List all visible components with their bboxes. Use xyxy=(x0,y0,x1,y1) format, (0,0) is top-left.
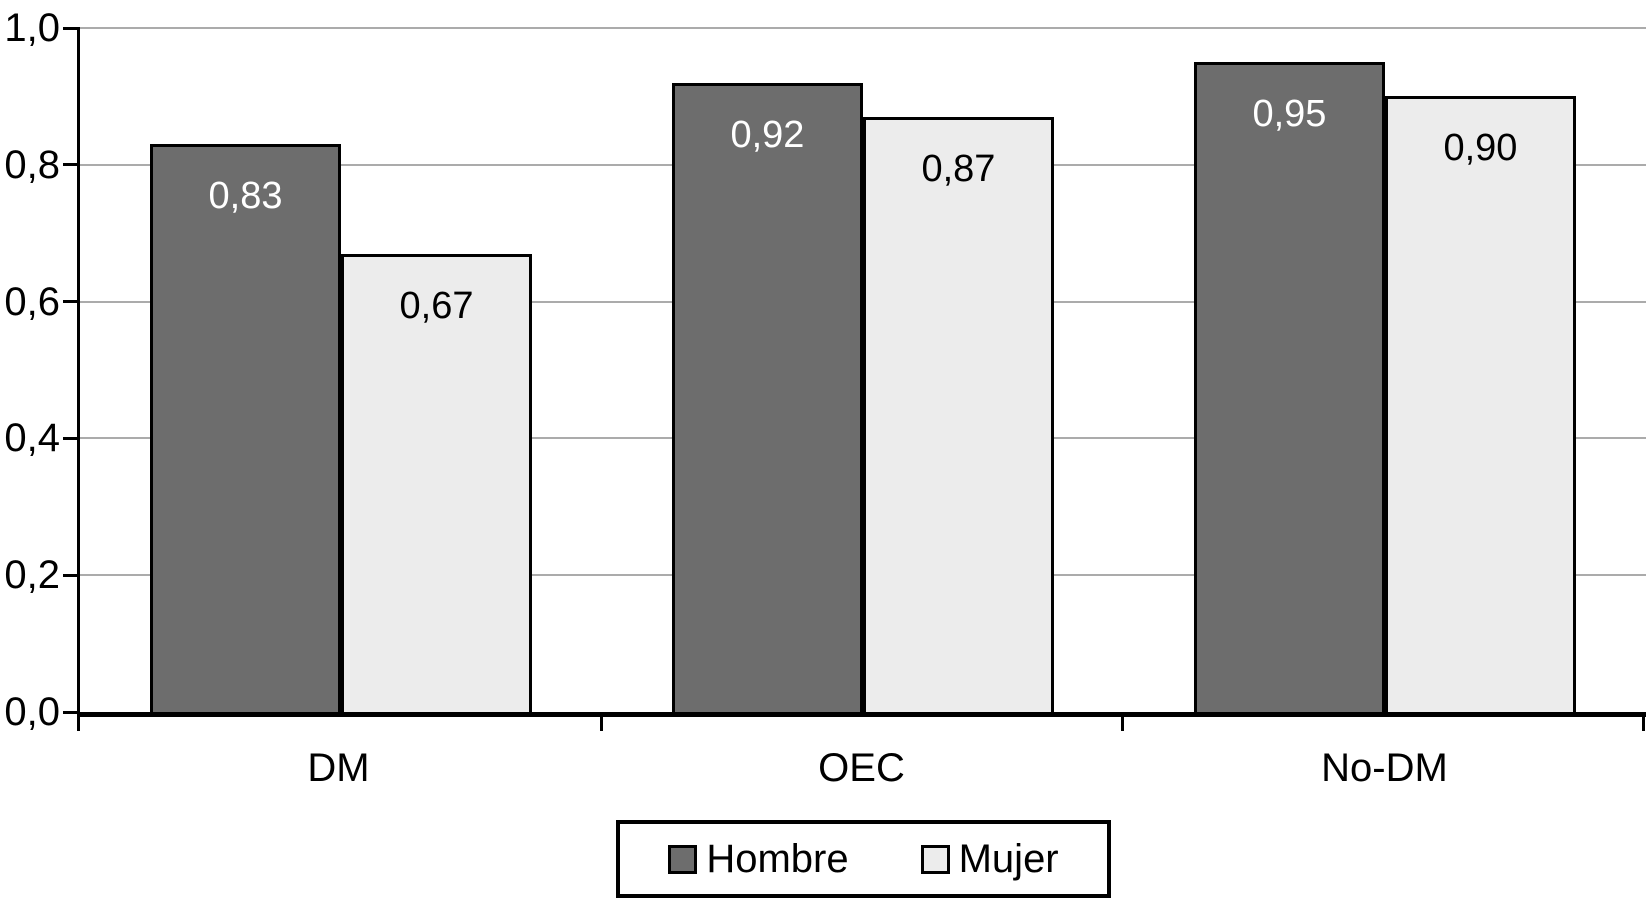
x-tick-mark xyxy=(77,712,80,731)
x-tick-mark xyxy=(1641,712,1645,731)
y-tick-mark xyxy=(63,163,80,167)
legend-label-hombre: Hombre xyxy=(706,837,849,881)
bar-mujer-dm: 0,67 xyxy=(340,253,532,712)
y-tick-label: 0,8 xyxy=(4,142,60,187)
bar-group-dm: 0,83 0,67 xyxy=(80,28,602,712)
y-tick-label: 0,4 xyxy=(4,416,60,461)
plot-area: 0,83 0,67 0,92 0,87 0,95 0,90 xyxy=(77,27,1646,717)
y-tick-mark xyxy=(63,436,80,440)
y-tick-label: 1,0 xyxy=(4,6,60,50)
y-tick-label: 0,0 xyxy=(4,690,60,734)
mujer-series-swatch xyxy=(920,844,950,874)
y-tick-mark xyxy=(63,300,80,304)
hombre-series-swatch xyxy=(668,844,698,874)
legend-item-mujer: Mujer xyxy=(920,837,1059,881)
legend: Hombre Mujer xyxy=(616,820,1111,898)
x-category-label: No-DM xyxy=(1321,746,1448,790)
bar-value-label: 0,90 xyxy=(1443,127,1518,170)
y-tick-label: 0,2 xyxy=(4,553,60,598)
legend-label-mujer: Mujer xyxy=(958,837,1059,881)
y-tick-mark xyxy=(63,573,80,577)
bar-hombre-dm: 0,83 xyxy=(149,144,341,712)
bar-mujer-no-dm: 0,90 xyxy=(1384,96,1576,712)
bar-value-label: 0,83 xyxy=(208,175,283,218)
y-tick-mark xyxy=(63,26,80,30)
x-axis-category-labels: DM OEC No-DM xyxy=(77,746,1646,790)
x-tick-mark xyxy=(1120,712,1124,731)
bar-value-label: 0,67 xyxy=(399,284,474,327)
bar-group-oec: 0,92 0,87 xyxy=(602,28,1124,712)
legend-item-hombre: Hombre xyxy=(668,837,849,881)
bar-value-label: 0,92 xyxy=(730,113,805,156)
x-category-label: OEC xyxy=(818,746,905,790)
y-tick-label: 0,6 xyxy=(4,279,60,324)
bar-mujer-oec: 0,87 xyxy=(862,116,1054,712)
x-tick-mark xyxy=(599,712,603,731)
y-tick-mark xyxy=(63,710,80,714)
bar-group-no-dm: 0,95 0,90 xyxy=(1124,28,1646,712)
x-category-label: DM xyxy=(307,746,370,790)
bar-value-label: 0,87 xyxy=(921,147,996,190)
bar-hombre-no-dm: 0,95 xyxy=(1193,62,1385,712)
gridline xyxy=(80,27,1646,29)
bar-hombre-oec: 0,92 xyxy=(671,82,863,712)
bar-value-label: 0,95 xyxy=(1252,93,1327,136)
